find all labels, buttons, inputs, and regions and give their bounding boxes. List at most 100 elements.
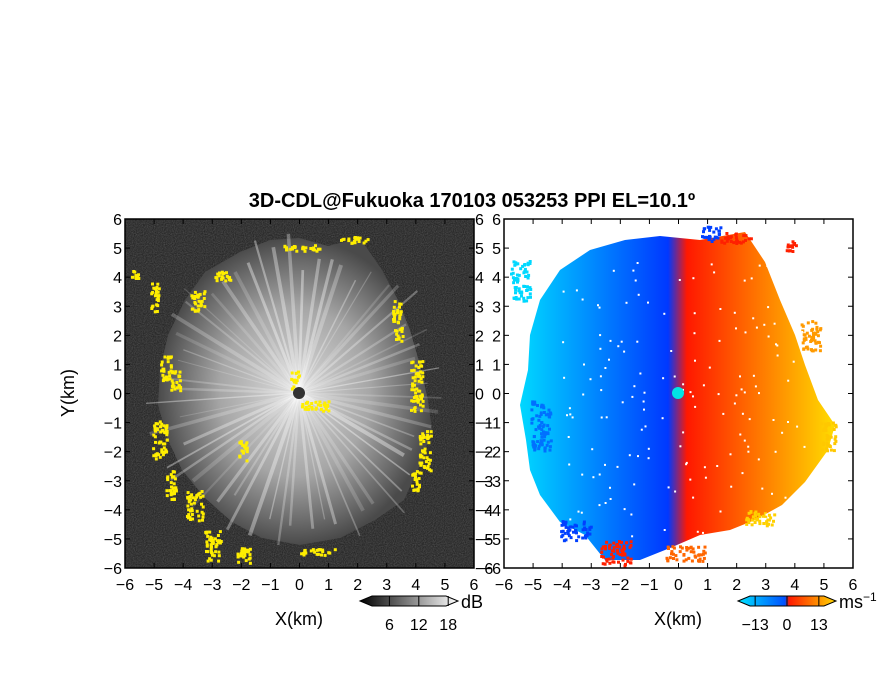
- velocity-speckle: [801, 341, 805, 345]
- velocity-speckle: [607, 557, 611, 561]
- velocity-speckle: [526, 276, 530, 280]
- yellow-speckle: [159, 430, 163, 434]
- velocity-speckle: [546, 432, 550, 436]
- x-tick-label: 1: [324, 577, 333, 594]
- yellow-speckle: [319, 548, 323, 552]
- yellow-speckle: [161, 373, 165, 377]
- velocity-speckle: [702, 230, 705, 234]
- velocity-speckle: [523, 269, 527, 273]
- yellow-speckle: [304, 246, 308, 250]
- yellow-speckle: [164, 448, 168, 452]
- yellow-speckle: [414, 364, 418, 368]
- velocity-gap: [719, 308, 722, 310]
- yellow-speckle: [195, 494, 199, 498]
- velocity-gap: [580, 511, 583, 514]
- velocity-speckle: [751, 515, 755, 519]
- velocity-gap: [662, 377, 665, 380]
- yellow-speckle: [197, 294, 201, 298]
- yellow-speckle: [303, 407, 307, 411]
- velocity-speckle: [805, 331, 809, 335]
- yellow-speckle: [291, 247, 295, 251]
- velocity-speckle: [588, 532, 592, 536]
- velocity-speckle: [725, 239, 729, 243]
- velocity-gap: [630, 513, 633, 516]
- velocity-gap: [647, 457, 650, 460]
- echo-ray: [298, 391, 432, 429]
- yellow-speckle: [228, 278, 231, 282]
- echo-ray: [298, 392, 411, 476]
- yellow-speckle: [317, 548, 321, 552]
- yellow-speckle: [199, 495, 203, 499]
- velocity-speckle: [567, 526, 570, 530]
- velocity-gap: [591, 448, 594, 451]
- yellow-speckle: [217, 274, 221, 278]
- yellow-speckle: [203, 290, 207, 294]
- velocity-speckle: [689, 545, 693, 549]
- velocity-speckle: [801, 329, 805, 333]
- yellow-speckle: [241, 550, 245, 554]
- velocity-speckle: [819, 344, 823, 348]
- x-tick-label: 4: [790, 577, 799, 594]
- yellow-speckle: [161, 453, 165, 457]
- velocity-speckle: [537, 444, 541, 448]
- yellow-speckle: [173, 477, 177, 481]
- velocity-speckle: [680, 546, 684, 550]
- yellow-speckle: [210, 551, 214, 555]
- velocity-speckle: [548, 415, 552, 419]
- velocity-speckle: [745, 522, 749, 526]
- velocity-gap: [647, 301, 649, 304]
- yellow-speckle: [166, 478, 170, 482]
- echo-ray: [233, 271, 301, 394]
- velocity-speckle: [528, 260, 532, 263]
- velocity-speckle: [816, 330, 820, 334]
- yellow-speckle: [153, 294, 157, 298]
- velocity-speckle: [732, 241, 736, 245]
- velocity-speckle: [543, 431, 547, 435]
- velocity-speckle: [540, 443, 544, 447]
- velocity-speckle: [745, 518, 749, 522]
- yellow-speckle: [340, 238, 343, 242]
- right-ticks: −6 −5 −4 −3 −2 −1 0 1 2 3 4 5 6 −6 −5 −4 −3 −2 −1 0 1 2 3 4 5 6: [483, 212, 858, 594]
- yellow-speckle: [200, 510, 204, 514]
- velocity-gap: [685, 463, 688, 466]
- velocity-gap: [741, 472, 744, 475]
- yellow-speckle: [248, 556, 252, 560]
- velocity-speckle: [826, 435, 830, 439]
- velocity-gap: [562, 290, 565, 293]
- yellow-speckle: [171, 382, 175, 385]
- velocity-speckle: [675, 558, 679, 562]
- yellow-speckle: [422, 440, 426, 443]
- velocity-gap: [563, 376, 566, 379]
- left-colorbar: 6 12 18 dB: [358, 592, 483, 634]
- colorbar-tick-label: 18: [439, 617, 457, 634]
- velocity-speckle: [512, 296, 516, 300]
- yellow-speckle: [303, 549, 307, 553]
- yellow-speckle: [157, 453, 161, 457]
- yellow-speckle: [392, 305, 396, 309]
- yellow-speckle: [301, 403, 305, 406]
- echo-ray: [170, 312, 301, 395]
- yellow-speckle: [320, 553, 323, 557]
- echo-ray: [165, 377, 300, 394]
- velocity-speckle: [533, 444, 537, 448]
- velocity-speckle: [753, 521, 757, 524]
- velocity-speckle: [575, 524, 578, 528]
- yellow-speckle: [310, 402, 314, 405]
- yellow-speckle: [418, 389, 422, 393]
- velocity-speckle: [528, 286, 532, 290]
- velocity-speckle: [540, 405, 543, 409]
- colorbar-tick-label: −13: [742, 617, 769, 634]
- yellow-speckle: [392, 318, 395, 321]
- velocity-speckle: [543, 432, 547, 436]
- yellow-speckle: [425, 456, 429, 460]
- y-tick-label-left: 4: [113, 270, 122, 287]
- velocity-gap: [639, 372, 642, 375]
- velocity-gap: [581, 473, 584, 476]
- yellow-speckle: [314, 400, 318, 404]
- velocity-speckle: [533, 400, 537, 404]
- velocity-gap: [784, 496, 787, 499]
- yellow-speckle: [410, 361, 414, 365]
- yellow-speckle: [135, 274, 139, 278]
- yellow-speckle: [318, 247, 322, 251]
